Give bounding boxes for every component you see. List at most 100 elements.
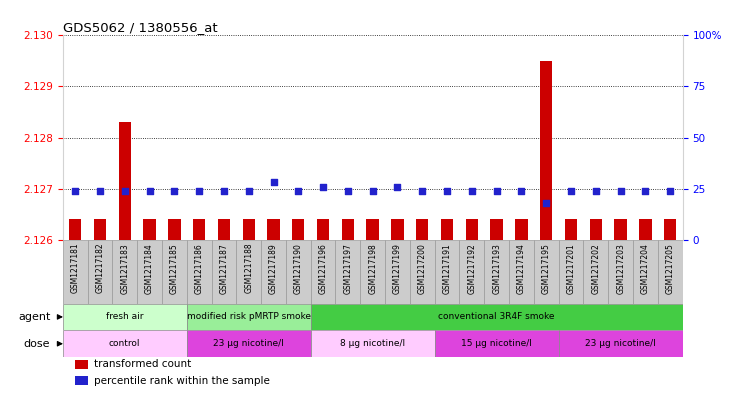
Bar	[385, 240, 410, 303]
Bar	[584, 240, 608, 303]
Point	[491, 187, 503, 194]
Point	[565, 187, 577, 194]
Bar	[69, 219, 81, 240]
Text: GSM1217204: GSM1217204	[641, 243, 650, 294]
Text: dose: dose	[24, 339, 50, 349]
Bar	[590, 219, 602, 240]
Text: GSM1217186: GSM1217186	[195, 243, 204, 294]
Bar	[88, 240, 112, 303]
Text: conventional 3R4F smoke: conventional 3R4F smoke	[438, 312, 555, 321]
Bar	[119, 122, 131, 240]
Bar	[311, 303, 683, 331]
Text: GSM1217195: GSM1217195	[542, 243, 551, 294]
Bar	[63, 331, 187, 357]
Point	[416, 187, 428, 194]
Point	[342, 187, 354, 194]
Point	[466, 187, 477, 194]
Text: GSM1217205: GSM1217205	[666, 243, 675, 294]
Bar	[137, 240, 162, 303]
Point	[392, 184, 404, 190]
Bar	[187, 303, 311, 331]
Bar	[311, 240, 336, 303]
Point	[243, 187, 255, 194]
Point	[615, 187, 627, 194]
Point	[441, 187, 453, 194]
Point	[119, 187, 131, 194]
Bar	[243, 219, 255, 240]
Bar	[187, 240, 212, 303]
Bar	[441, 219, 453, 240]
Bar	[391, 219, 404, 240]
Point	[292, 187, 304, 194]
Point	[218, 187, 230, 194]
Bar	[317, 219, 329, 240]
Text: GSM1217190: GSM1217190	[294, 243, 303, 294]
Bar	[460, 240, 484, 303]
Point	[144, 187, 156, 194]
Point	[664, 187, 676, 194]
Text: 23 μg nicotine/l: 23 μg nicotine/l	[585, 339, 656, 348]
Point	[516, 187, 528, 194]
Text: GSM1217181: GSM1217181	[71, 243, 80, 294]
Text: GSM1217193: GSM1217193	[492, 243, 501, 294]
Text: GSM1217203: GSM1217203	[616, 243, 625, 294]
Bar	[540, 61, 553, 240]
Bar	[336, 240, 360, 303]
Bar	[633, 240, 658, 303]
Text: GSM1217182: GSM1217182	[95, 243, 104, 294]
Point	[193, 187, 205, 194]
Bar	[236, 240, 261, 303]
Text: GSM1217189: GSM1217189	[269, 243, 278, 294]
Bar	[75, 376, 88, 385]
Point	[640, 187, 652, 194]
Bar	[509, 240, 534, 303]
Bar	[168, 219, 181, 240]
Bar	[559, 331, 683, 357]
Bar	[286, 240, 311, 303]
Point	[317, 184, 329, 190]
Bar	[63, 240, 88, 303]
Text: GSM1217192: GSM1217192	[467, 243, 476, 294]
Text: 15 μg nicotine/l: 15 μg nicotine/l	[461, 339, 532, 348]
Bar	[435, 331, 559, 357]
Text: GSM1217183: GSM1217183	[120, 243, 129, 294]
Text: 23 μg nicotine/l: 23 μg nicotine/l	[213, 339, 284, 348]
Bar	[193, 219, 205, 240]
Point	[168, 187, 180, 194]
Bar	[559, 240, 584, 303]
Bar	[658, 240, 683, 303]
Text: GDS5062 / 1380556_at: GDS5062 / 1380556_at	[63, 21, 218, 34]
Point	[94, 187, 106, 194]
Text: GSM1217191: GSM1217191	[443, 243, 452, 294]
Bar	[664, 219, 677, 240]
Bar	[342, 219, 354, 240]
Bar	[435, 240, 460, 303]
Text: GSM1217197: GSM1217197	[343, 243, 352, 294]
Text: GSM1217200: GSM1217200	[418, 243, 427, 294]
Bar	[466, 219, 478, 240]
Bar	[63, 303, 187, 331]
Bar	[292, 219, 305, 240]
Bar	[162, 240, 187, 303]
Text: GSM1217202: GSM1217202	[591, 243, 600, 294]
Text: modified risk pMRTP smoke: modified risk pMRTP smoke	[187, 312, 311, 321]
Text: agent: agent	[18, 312, 50, 322]
Bar	[218, 219, 230, 240]
Bar	[491, 219, 503, 240]
Bar	[410, 240, 435, 303]
Bar	[112, 240, 137, 303]
Bar	[484, 240, 509, 303]
Text: GSM1217199: GSM1217199	[393, 243, 402, 294]
Text: control: control	[109, 339, 140, 348]
Point	[590, 187, 601, 194]
Text: GSM1217196: GSM1217196	[319, 243, 328, 294]
Text: GSM1217187: GSM1217187	[219, 243, 228, 294]
Text: transformed count: transformed count	[94, 359, 191, 369]
Text: percentile rank within the sample: percentile rank within the sample	[94, 376, 269, 386]
Point	[540, 200, 552, 206]
Bar	[261, 240, 286, 303]
Bar	[608, 240, 633, 303]
Bar	[534, 240, 559, 303]
Bar	[565, 219, 577, 240]
Bar	[267, 219, 280, 240]
